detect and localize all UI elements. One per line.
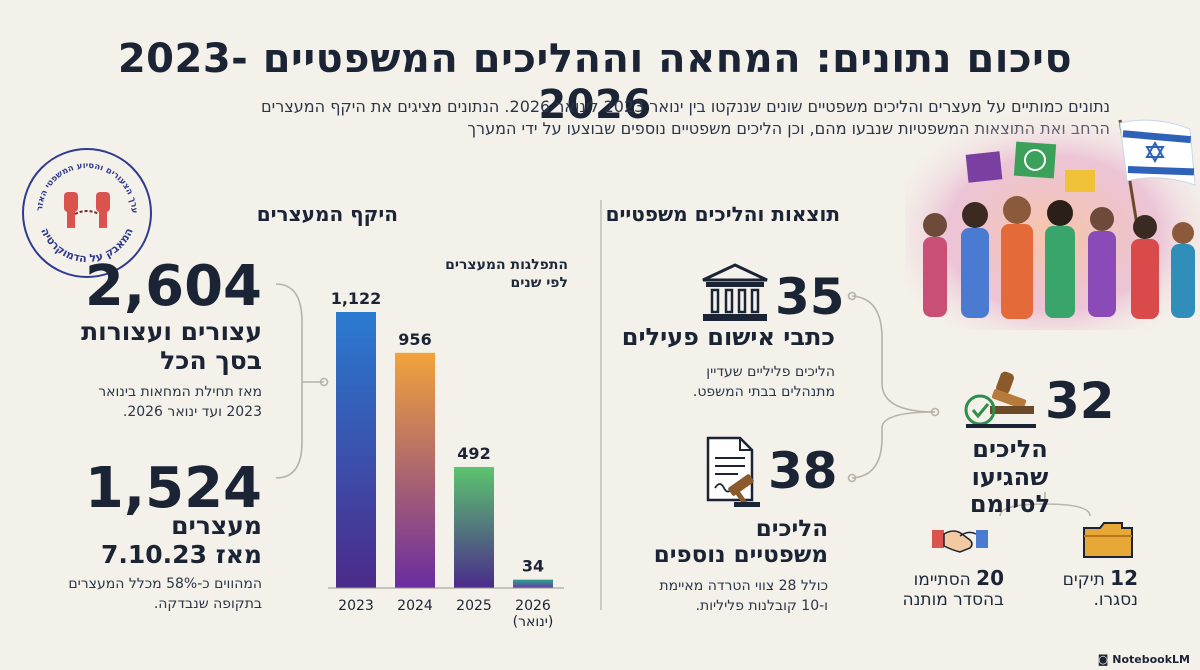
indictments-number: 35 — [775, 268, 845, 326]
courthouse-icon — [702, 263, 768, 321]
category-tick-label: 2024 — [397, 598, 433, 614]
legal-connector-lines — [847, 291, 940, 483]
arrests-section-heading: היקף המעצרים — [256, 202, 398, 226]
category-tick-label: 2023 — [338, 598, 374, 614]
settled-desc: בהסדר מותנה — [902, 590, 1004, 610]
settled-text: הסתיימו — [913, 570, 971, 590]
additional-label: הליכים משפטיים נוספים — [653, 516, 828, 569]
bar-2025 — [454, 466, 494, 588]
document-gavel-icon — [706, 436, 760, 507]
settled-cases-stat: 20 הסתיימו בהסדר מותנה — [902, 566, 1004, 610]
closed-desc: נסגרו. — [1093, 590, 1138, 610]
closed-number: 12 — [1110, 566, 1138, 590]
footer-brand: ◙ NotebookLM — [1097, 653, 1190, 666]
additional-number: 38 — [768, 442, 838, 500]
bar-2024 — [395, 352, 435, 588]
bar-value-label: 956 — [398, 330, 431, 349]
bar-value-label: 34 — [522, 557, 544, 576]
additional-desc: כולל 28 צווי הטרדה מאיימת ו-10 קובלנות פ… — [659, 578, 828, 614]
closed-text: תיקים — [1062, 570, 1105, 590]
bar-2026 — [513, 579, 553, 588]
seal-graphic: מערך הצעורים והסיוע המשפטי האזרחי המאבק … — [21, 143, 139, 265]
bar-value-label: 1,122 — [331, 289, 382, 308]
page-title: סיכום נתונים: המחאה וההליכים המשפטיים 20… — [117, 36, 1073, 128]
svg-text:מערך הצעורים והסיוע המשפטי האז: מערך הצעורים והסיוע המשפטי האזרחי — [24, 150, 139, 214]
category-tick-label: (ינואר) — [513, 614, 554, 630]
seal-text-top: מערך הצעורים והסיוע המשפטי האזרחי — [21, 143, 139, 214]
handshake-icon — [932, 530, 988, 553]
concluded-branch-lines — [999, 492, 1091, 517]
since-oct7-number: 1,524 — [84, 456, 262, 521]
indictments-label: כתבי אישום פעילים — [621, 323, 835, 351]
settled-number: 20 — [976, 566, 1004, 590]
category-tick-label: 2025 — [456, 598, 492, 614]
closed-cases-stat: 12 תיקים נסגרו. — [1063, 566, 1138, 610]
stamp-check-icon — [964, 371, 1036, 428]
raised-fists-icon — [64, 192, 110, 228]
column-divider — [600, 200, 602, 610]
protest-crowd-illustration — [905, 115, 1200, 330]
bar-value-label: 492 — [457, 444, 490, 463]
indictments-desc: הליכים פליליים שעדיין מתנהלים בבתי המשפט… — [692, 364, 835, 400]
since-oct7-desc: המהווים כ-58% מכלל המעצרים בתקופה שנבדקה… — [68, 576, 262, 612]
chart-title: התפלגות המעצרים לפי שנים — [445, 257, 568, 291]
folder-icon — [1083, 522, 1133, 558]
total-arrests-desc: מאז תחילת המחאות בינואר 2023 ועד ינואר 2… — [98, 384, 262, 420]
legal-section-heading: תוצאות והליכים משפטיים — [605, 202, 840, 226]
total-arrests-label: עצורים ועצורות בסך הכל — [81, 317, 262, 375]
concluded-number: 32 — [1045, 372, 1115, 430]
arrests-bracket — [275, 283, 329, 479]
organization-seal: מערך הצעורים והסיוע המשפטי האזרחי המאבק … — [21, 143, 152, 278]
concluded-label: הליכים שהגיעו לסיומם — [969, 435, 1051, 519]
bar-2023 — [336, 312, 376, 588]
since-oct7-label: מעצרים מאז 7.10.23 — [101, 511, 262, 569]
arrests-by-year-chart: 1,122 2023 956 2024 492 2025 34 2026(ינואר) — [328, 289, 564, 630]
category-tick-label: 2026 — [515, 598, 551, 614]
total-arrests-number: 2,604 — [84, 254, 262, 319]
